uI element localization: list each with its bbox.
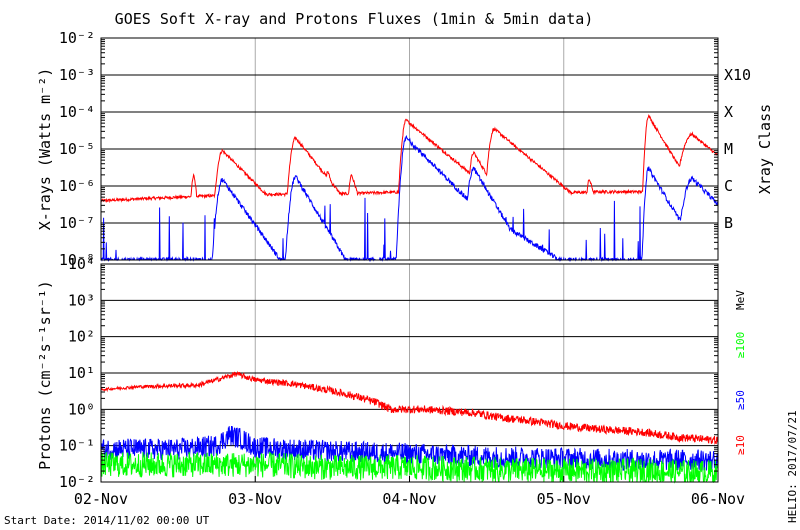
proton-10mev-line xyxy=(100,370,719,446)
xray-class-label: M xyxy=(724,140,733,158)
xray-tick-label: 10⁻⁵ xyxy=(59,140,95,158)
proton-tick-label: 10⁴ xyxy=(68,255,95,273)
proton-tick-label: 10² xyxy=(68,328,95,346)
xray-class-axis-label: Xray Class xyxy=(756,104,774,194)
proton-energy-legend: ≥100 ≥50 ≥10 xyxy=(734,332,747,455)
proton-tick-label: 10¹ xyxy=(68,364,95,382)
chart-title: GOES Soft X-ray and Protons Fluxes (1min… xyxy=(115,10,594,28)
xray-tick-label: 10⁻³ xyxy=(59,66,95,84)
proton-100mev-line xyxy=(100,451,719,484)
xray-class-label: B xyxy=(724,214,733,232)
proton-tick-label: 10⁻² xyxy=(59,473,95,491)
x-tick-label: 05-Nov xyxy=(537,490,591,508)
xray-y-axis-label: X-rays (Watts m⁻²) xyxy=(36,68,54,231)
proton-tick-label: 10⁰ xyxy=(68,400,95,418)
proton-panel: 10⁻² 10⁻¹ 10⁰ 10¹ 10² 10³ 10⁴ ≥100 ≥50 ≥10 MeV P… xyxy=(36,255,747,491)
x-tick-label: 02-Nov xyxy=(74,490,128,508)
xray-y-ticks: 10⁻⁸ 10⁻⁷ 10⁻⁶ 10⁻⁵ 10⁻⁴ 10⁻³ 10⁻² xyxy=(59,29,718,269)
x-tick-label: 04-Nov xyxy=(382,490,436,508)
xray-plot-frame xyxy=(100,37,719,261)
proton-legend-label: ≥50 xyxy=(734,390,747,410)
xray-class-label: X10 xyxy=(724,66,751,84)
xray-panel: 10⁻⁸ 10⁻⁷ 10⁻⁶ 10⁻⁵ 10⁻⁴ 10⁻³ 10⁻² X10 X M C B X-r… xyxy=(36,29,774,269)
proton-y-axis-label: Protons (cm⁻²s⁻¹sr⁻¹) xyxy=(36,280,54,470)
proton-unit-label: MeV xyxy=(734,290,747,310)
xray-tick-label: 10⁻⁸ xyxy=(59,251,95,269)
x-tick-label: 03-Nov xyxy=(228,490,282,508)
credit-label: HELIO: 2017/07/21 xyxy=(786,410,799,523)
proton-legend-label: ≥10 xyxy=(734,435,747,455)
xray-class-labels: X10 X M C B xyxy=(724,66,751,232)
x-tick-label: 06-Nov xyxy=(691,490,745,508)
xray-tick-label: 10⁻² xyxy=(59,29,95,47)
xray-long-wavelength-line xyxy=(100,114,719,204)
time-axis-ticks: 02-Nov 03-Nov 04-Nov 05-Nov 06-Nov xyxy=(74,476,745,508)
xray-tick-label: 10⁻⁷ xyxy=(59,214,95,232)
xray-class-label: X xyxy=(724,103,733,121)
xray-tick-label: 10⁻⁶ xyxy=(59,177,95,195)
start-date-label: Start Date: 2014/11/02 00:00 UT xyxy=(4,514,210,527)
proton-tick-label: 10⁻¹ xyxy=(59,437,95,455)
xray-tick-label: 10⁻⁴ xyxy=(59,103,95,121)
proton-y-ticks: 10⁻² 10⁻¹ 10⁰ 10¹ 10² 10³ 10⁴ xyxy=(59,255,718,491)
proton-tick-label: 10³ xyxy=(68,291,95,309)
xray-class-label: C xyxy=(724,177,733,195)
proton-series xyxy=(100,370,719,484)
proton-legend-label: ≥100 xyxy=(734,332,747,359)
xray-decade-gridlines xyxy=(101,74,718,224)
